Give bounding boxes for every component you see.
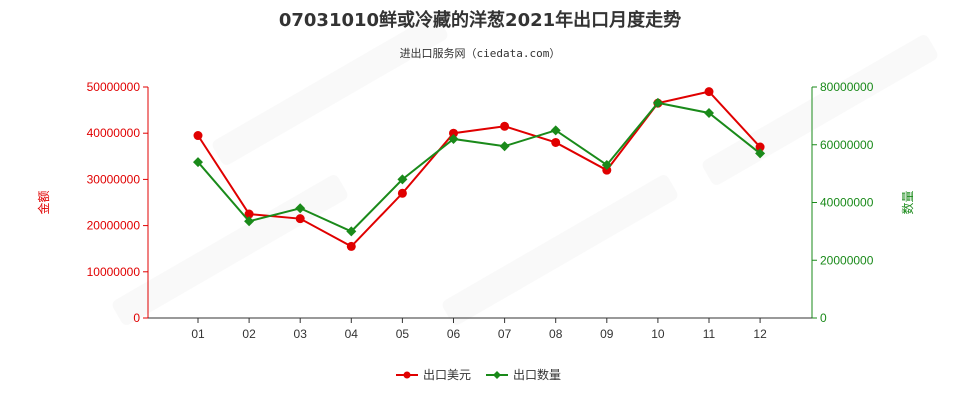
chart-subtitle: 进出口服务网（ciedata.com） bbox=[400, 46, 561, 60]
series-line bbox=[197, 101, 761, 233]
data-point bbox=[499, 141, 510, 152]
watermark-mark bbox=[702, 35, 938, 185]
x-tick-label: 11 bbox=[703, 327, 716, 341]
x-tick-label: 01 bbox=[191, 327, 205, 341]
x-tick-label: 08 bbox=[549, 327, 563, 341]
legend-label: 出口美元 bbox=[423, 368, 471, 382]
data-point bbox=[397, 174, 408, 185]
watermark-shape bbox=[112, 175, 348, 325]
x-tick-label: 07 bbox=[498, 327, 512, 341]
right-axis-title: 数量 bbox=[900, 190, 915, 214]
data-point bbox=[193, 157, 203, 168]
x-tick-label: 05 bbox=[396, 327, 410, 341]
watermark-mark bbox=[212, 15, 448, 165]
x-tick-label: 06 bbox=[447, 327, 461, 341]
x-tick-label: 12 bbox=[753, 327, 767, 341]
series-1 bbox=[193, 87, 765, 251]
data-point bbox=[652, 97, 663, 108]
watermark-mark bbox=[112, 175, 348, 325]
x-tick-label: 02 bbox=[242, 327, 256, 341]
right-tick-label: 40000000 bbox=[820, 196, 874, 210]
legend-label: 出口数量 bbox=[513, 367, 561, 382]
data-point bbox=[193, 131, 203, 141]
x-tick-label: 04 bbox=[345, 327, 359, 341]
legend-item-2[interactable]: 出口数量 bbox=[486, 367, 561, 382]
data-point bbox=[550, 125, 561, 136]
x-tick-label: 09 bbox=[600, 327, 614, 341]
legend[interactable]: 出口美元 出口数量 bbox=[396, 367, 561, 382]
data-point bbox=[500, 121, 510, 131]
data-point bbox=[602, 165, 612, 175]
data-point bbox=[449, 128, 458, 138]
data-point bbox=[295, 203, 306, 214]
right-tick-label: 80000000 bbox=[820, 80, 874, 94]
left-axis-title: 金额 bbox=[36, 190, 51, 214]
series-line bbox=[197, 90, 761, 248]
watermark-shape bbox=[702, 35, 938, 185]
left-tick-label: 0 bbox=[133, 311, 140, 325]
data-point bbox=[755, 142, 765, 152]
data-point bbox=[244, 216, 255, 227]
left-tick-label: 40000000 bbox=[87, 126, 141, 140]
legend-marker bbox=[403, 371, 411, 379]
data-point bbox=[295, 214, 305, 224]
data-point bbox=[346, 226, 357, 237]
data-point bbox=[601, 159, 612, 170]
data-point bbox=[346, 241, 356, 251]
right-tick-label: 20000000 bbox=[820, 253, 874, 267]
data-point bbox=[704, 87, 714, 97]
data-point bbox=[244, 209, 254, 219]
left-tick-label: 50000000 bbox=[87, 80, 141, 94]
watermark-shape bbox=[212, 15, 448, 165]
legend-item-1[interactable]: 出口美元 bbox=[396, 368, 471, 382]
left-tick-label: 20000000 bbox=[87, 219, 141, 233]
x-tick-label: 10 bbox=[651, 327, 665, 341]
watermark-layer bbox=[112, 15, 938, 325]
right-tick-label: 60000000 bbox=[820, 138, 874, 152]
watermark-mark bbox=[442, 175, 678, 325]
series-2 bbox=[193, 97, 766, 237]
data-point bbox=[448, 133, 459, 144]
left-tick-label: 10000000 bbox=[87, 265, 141, 279]
legend-marker bbox=[493, 371, 501, 379]
data-point bbox=[397, 188, 407, 198]
watermark-shape bbox=[442, 175, 678, 325]
data-point bbox=[755, 148, 766, 159]
axes: 0 10000000 20000000 30000000 40000000 5000000… bbox=[36, 80, 915, 341]
data-point bbox=[704, 107, 714, 118]
right-tick-label: 0 bbox=[820, 311, 827, 325]
x-tick-label: 03 bbox=[294, 327, 308, 341]
data-point bbox=[551, 137, 561, 147]
series-layer bbox=[193, 87, 766, 251]
left-tick-label: 30000000 bbox=[87, 172, 141, 186]
chart-title: 07031010鲜或冷藏的洋葱2021年出口月度走势 bbox=[279, 9, 681, 31]
